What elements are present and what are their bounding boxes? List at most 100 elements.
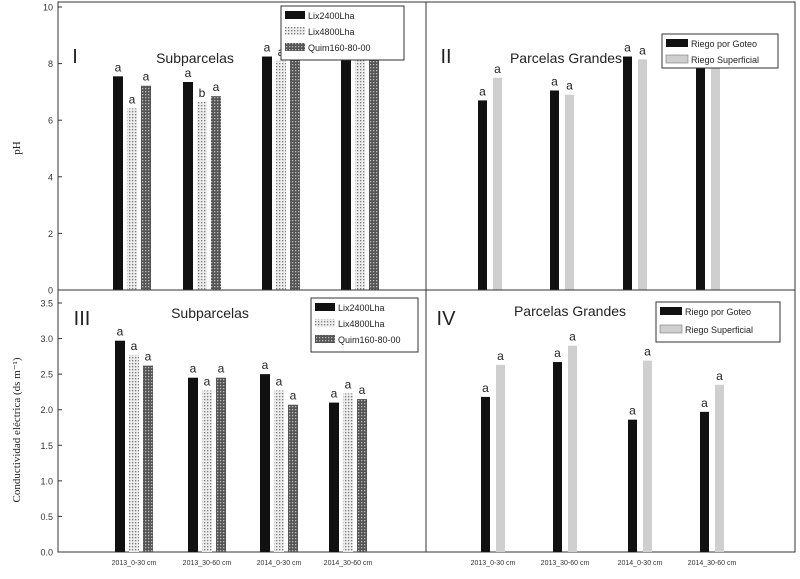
bar — [276, 60, 286, 290]
legend-swatch — [285, 11, 305, 19]
bar-significance-letter: a — [345, 377, 352, 391]
bar — [288, 404, 298, 552]
bar — [343, 393, 353, 552]
y-tick-label: 0.0 — [40, 548, 53, 558]
legend-entry: Riego por Goteo — [691, 39, 757, 49]
bar-significance-letter: a — [566, 79, 573, 93]
bar-significance-letter: a — [218, 362, 225, 376]
bar-significance-letter: a — [479, 84, 486, 98]
bar-significance-letter: a — [644, 345, 651, 359]
y-tick-label: 0 — [48, 286, 53, 296]
bar — [496, 364, 505, 552]
bar — [141, 85, 151, 290]
bar — [355, 57, 365, 290]
bar — [565, 94, 574, 290]
bar — [369, 59, 379, 291]
bar — [623, 56, 632, 291]
bar — [493, 77, 502, 290]
y-tick-label: 4 — [48, 172, 53, 182]
panel-numeral: IV — [437, 308, 457, 330]
bar — [183, 81, 193, 291]
bar-significance-letter: a — [129, 92, 136, 106]
bar-significance-letter: a — [569, 330, 576, 344]
legend-entry: Lix2400Lha — [308, 11, 355, 21]
bar — [211, 96, 221, 291]
y-tick-label: 2 — [48, 229, 53, 239]
bar-significance-letter: a — [359, 383, 366, 397]
y-tick-label: 3.0 — [40, 334, 53, 344]
bar-significance-letter: a — [290, 389, 297, 403]
y-tick-label: 6 — [48, 116, 53, 126]
bar-significance-letter: a — [497, 349, 504, 363]
panel-title: Subparcelas — [156, 50, 234, 66]
x-tick-label: 2014_30-60 cm — [324, 560, 373, 567]
y-tick-label: 8 — [48, 59, 53, 69]
legend-entry: Riego Superficial — [685, 325, 753, 335]
legend-swatch — [660, 307, 682, 315]
bar — [260, 374, 270, 552]
bar-significance-letter: a — [716, 369, 723, 383]
bar-significance-letter: a — [185, 66, 192, 80]
bar — [216, 377, 226, 552]
bar-significance-letter: a — [262, 358, 269, 372]
legend-entry: Lix4800Lha — [308, 27, 355, 37]
bar — [129, 354, 139, 552]
bar-significance-letter: a — [639, 43, 646, 57]
legend-swatch — [315, 303, 335, 311]
legend-entry: Quim160-80-00 — [338, 335, 401, 345]
bar — [274, 390, 284, 552]
panel-title: Parcelas Grandes — [514, 303, 626, 319]
bar-significance-letter: a — [131, 339, 138, 353]
bar — [357, 399, 367, 552]
bar — [143, 365, 153, 552]
bar — [262, 56, 272, 291]
x-tick-label: 2013_30-60 cm — [541, 560, 590, 567]
bar-significance-letter: a — [115, 60, 122, 74]
bar — [696, 55, 705, 290]
legend-swatch — [666, 39, 688, 47]
x-tick-label: 2014_30-60 cm — [688, 560, 737, 567]
panel-title: Subparcelas — [171, 305, 249, 321]
x-tick-label: 2013_0-30 cm — [471, 560, 516, 567]
y-tick-label: 10 — [43, 3, 53, 13]
bar-significance-letter: a — [551, 74, 558, 88]
y-axis-label-ph: pH — [11, 141, 23, 155]
x-tick-label: 2013_0-30 cm — [112, 560, 157, 567]
panel-frame — [425, 289, 796, 553]
legend-swatch — [285, 43, 305, 51]
bar — [290, 57, 300, 290]
legend-swatch — [659, 324, 683, 334]
bar — [553, 362, 562, 552]
bar — [568, 345, 577, 552]
panel-numeral: II — [440, 46, 451, 68]
bar-significance-letter: a — [482, 381, 489, 395]
bar-significance-letter: b — [199, 86, 206, 100]
bar — [197, 101, 207, 291]
bar-significance-letter: a — [276, 375, 283, 389]
legend-entry: Lix4800Lha — [338, 319, 385, 329]
bar-significance-letter: a — [701, 396, 708, 410]
legend-swatch — [665, 54, 689, 64]
y-tick-label: 3.5 — [40, 299, 53, 309]
bar-significance-letter: a — [331, 387, 338, 401]
panel-numeral: I — [72, 46, 78, 68]
bar-significance-letter: a — [554, 346, 561, 360]
legend-swatch — [315, 335, 335, 343]
x-tick-label: 2014_0-30 cm — [618, 560, 663, 567]
legend-entry: Lix2400Lha — [338, 303, 385, 313]
bar — [550, 90, 559, 290]
bar-significance-letter: a — [117, 325, 124, 339]
bar-significance-letter: a — [629, 404, 636, 418]
bar-significance-letter: a — [204, 375, 211, 389]
bar — [329, 402, 339, 552]
bar — [202, 390, 212, 552]
y-tick-label: 1.5 — [40, 441, 53, 451]
bar — [700, 411, 709, 552]
bar-significance-letter: a — [213, 80, 220, 94]
legend-swatch — [315, 319, 335, 327]
y-tick-label: 2.5 — [40, 370, 53, 380]
legend-entry: Riego por Goteo — [685, 307, 751, 317]
bar — [715, 384, 724, 552]
y-tick-label: 0.5 — [40, 512, 53, 522]
